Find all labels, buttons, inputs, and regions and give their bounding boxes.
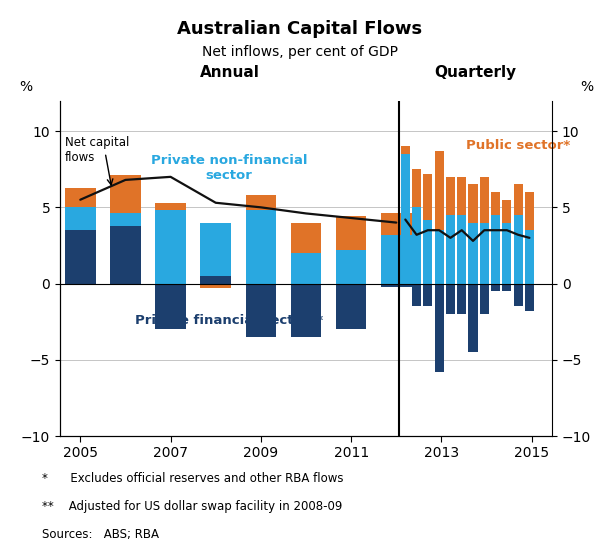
Bar [480, 283, 489, 314]
Text: **    Adjusted for US dollar swap facility in 2008-09: ** Adjusted for US dollar swap facility … [42, 500, 343, 513]
Bar [469, 222, 478, 283]
Bar [65, 187, 95, 207]
Bar [110, 176, 141, 214]
Bar [155, 210, 186, 283]
Bar [200, 222, 231, 276]
Bar [424, 174, 433, 220]
Bar [110, 214, 141, 226]
Text: *      Excludes official reserves and other RBA flows: * Excludes official reserves and other R… [42, 472, 343, 485]
Bar [290, 253, 322, 283]
Bar [469, 184, 478, 222]
Text: Private non-financial
sector: Private non-financial sector [151, 154, 308, 182]
Text: Private financial sector**: Private financial sector** [135, 314, 323, 327]
Text: Net inflows, per cent of GDP: Net inflows, per cent of GDP [202, 45, 398, 59]
Bar [424, 283, 433, 306]
Bar [155, 203, 186, 210]
Bar [491, 283, 500, 291]
Bar [65, 207, 95, 230]
Bar [525, 192, 534, 230]
Bar [480, 222, 489, 283]
Bar [401, 146, 410, 154]
Bar [502, 200, 511, 222]
Bar [155, 283, 186, 329]
Bar [336, 283, 367, 329]
Bar [65, 230, 95, 283]
Bar [245, 195, 276, 210]
Bar [491, 192, 500, 215]
Bar [457, 215, 466, 283]
Bar [290, 222, 322, 253]
Bar [381, 214, 412, 235]
Bar [245, 210, 276, 283]
Bar [412, 169, 421, 207]
Bar [434, 230, 443, 283]
Bar [381, 283, 412, 287]
Bar [480, 177, 489, 222]
Bar [457, 177, 466, 215]
Text: Australian Capital Flows: Australian Capital Flows [178, 20, 422, 37]
Bar [446, 283, 455, 314]
Bar [446, 215, 455, 283]
Bar [457, 283, 466, 314]
Text: %: % [580, 80, 593, 94]
Bar [469, 283, 478, 352]
Bar [525, 283, 534, 311]
Bar [434, 283, 443, 372]
Bar [525, 230, 534, 283]
Bar [514, 184, 523, 215]
Text: Net capital
flows: Net capital flows [65, 136, 129, 164]
Bar [245, 283, 276, 337]
Bar [381, 235, 412, 283]
Bar [514, 283, 523, 306]
Bar [502, 283, 511, 291]
Text: Quarterly: Quarterly [434, 65, 517, 80]
Bar [502, 222, 511, 283]
Bar [336, 250, 367, 283]
Bar [200, 276, 231, 283]
Bar [110, 226, 141, 283]
Bar [446, 177, 455, 215]
Text: Sources:   ABS; RBA: Sources: ABS; RBA [42, 528, 159, 541]
Text: %: % [19, 80, 32, 94]
Bar [290, 283, 322, 337]
Text: Public sector*: Public sector* [466, 139, 571, 151]
Bar [200, 283, 231, 288]
Bar [434, 151, 443, 230]
Bar [412, 283, 421, 306]
Text: Annual: Annual [200, 65, 260, 80]
Bar [412, 207, 421, 283]
Bar [514, 215, 523, 283]
Bar [401, 154, 410, 283]
Bar [424, 220, 433, 283]
Bar [491, 215, 500, 283]
Bar [336, 216, 367, 250]
